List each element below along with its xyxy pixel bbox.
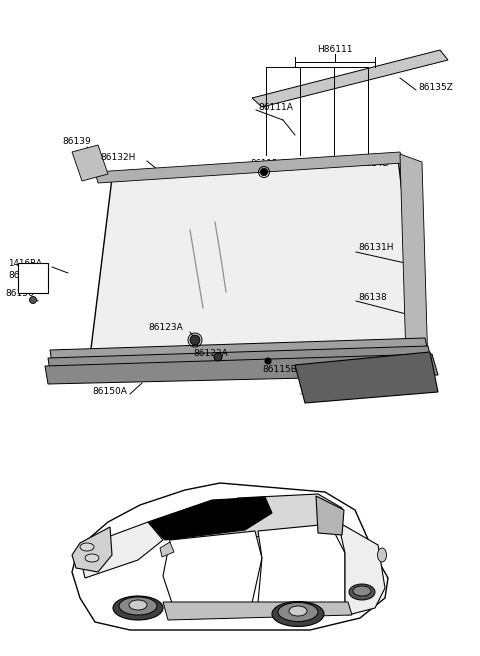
Ellipse shape (289, 606, 307, 616)
Circle shape (29, 297, 36, 304)
Text: H86111: H86111 (317, 45, 353, 54)
Ellipse shape (85, 554, 99, 562)
Polygon shape (50, 338, 428, 363)
Text: 86115: 86115 (250, 159, 277, 167)
Text: 86132H: 86132H (100, 152, 135, 161)
Polygon shape (95, 152, 403, 183)
Text: 86111A: 86111A (258, 104, 293, 112)
Text: 86124D: 86124D (300, 371, 336, 380)
Polygon shape (316, 496, 344, 535)
Polygon shape (48, 346, 432, 372)
Text: 86115B: 86115B (280, 159, 313, 167)
Polygon shape (88, 158, 422, 373)
Polygon shape (163, 494, 342, 540)
Text: 86123A: 86123A (193, 348, 228, 358)
Ellipse shape (278, 602, 318, 621)
Text: 86123A: 86123A (148, 323, 183, 333)
Polygon shape (163, 531, 262, 603)
Circle shape (190, 335, 200, 345)
Text: 86124D: 86124D (355, 159, 389, 167)
Polygon shape (295, 352, 438, 403)
Polygon shape (258, 524, 345, 603)
Circle shape (265, 358, 271, 364)
Circle shape (214, 353, 222, 361)
Text: 86131H: 86131H (358, 243, 394, 253)
Polygon shape (338, 522, 385, 615)
Ellipse shape (119, 597, 157, 615)
Ellipse shape (377, 548, 386, 562)
Polygon shape (78, 522, 163, 578)
Text: 86138: 86138 (358, 293, 387, 302)
Ellipse shape (80, 543, 94, 551)
Text: 86123A: 86123A (318, 159, 351, 167)
Text: 86150A: 86150A (92, 388, 127, 396)
Text: 86115B: 86115B (262, 365, 297, 375)
Polygon shape (72, 527, 112, 572)
Ellipse shape (353, 586, 371, 596)
Ellipse shape (113, 596, 163, 620)
Polygon shape (400, 154, 428, 368)
Polygon shape (148, 497, 272, 540)
Polygon shape (72, 145, 108, 181)
Text: 86156: 86156 (5, 289, 34, 298)
Bar (18, 263, 48, 293)
Polygon shape (72, 483, 388, 630)
Text: 86155: 86155 (8, 272, 37, 281)
Polygon shape (163, 602, 352, 620)
Polygon shape (252, 50, 448, 107)
Text: 86135Z: 86135Z (418, 83, 453, 92)
Ellipse shape (349, 584, 375, 600)
Text: 1416BA: 1416BA (8, 258, 42, 268)
Circle shape (261, 169, 267, 176)
Ellipse shape (129, 600, 147, 610)
Ellipse shape (272, 602, 324, 626)
Text: 86139: 86139 (62, 138, 91, 146)
Polygon shape (45, 354, 438, 384)
Polygon shape (160, 542, 174, 557)
